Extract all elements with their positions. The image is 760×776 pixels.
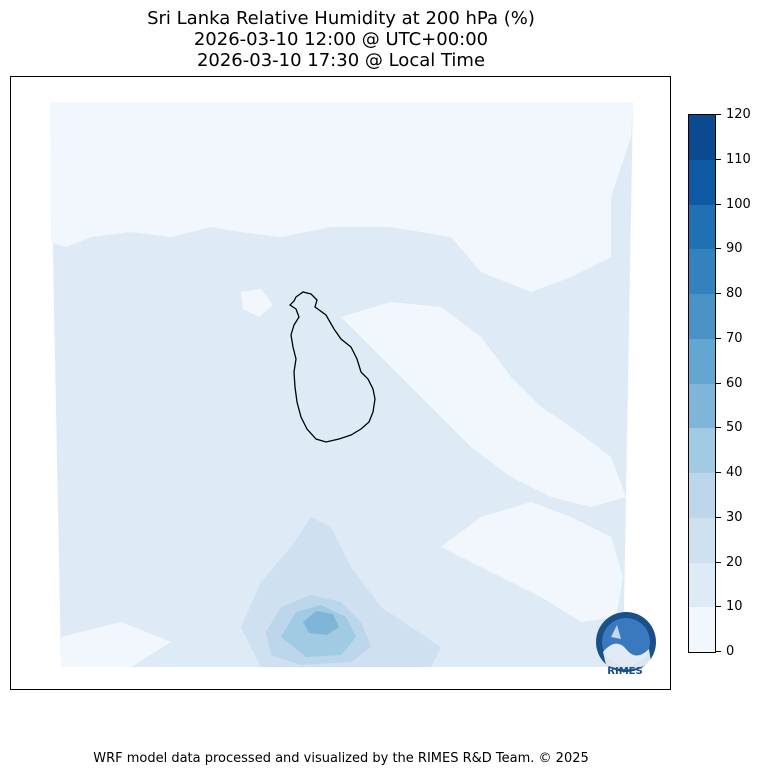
- title-line-utc-time: 2026-03-10 12:00 @ UTC+00:00: [193, 29, 489, 50]
- humidity-field-50-60: [303, 611, 339, 635]
- colorbar-tick: 40: [716, 466, 756, 480]
- humidity-field-0-10-north-blob: [121, 142, 171, 172]
- colorbar-tick-mark: [716, 337, 721, 339]
- colorbar-tick-mark: [716, 427, 721, 429]
- colorbar-segment: [689, 249, 715, 294]
- colorbar-tick: 10: [716, 600, 756, 614]
- colorbar-tick-label: 20: [726, 554, 743, 570]
- colorbar-tick: 90: [716, 242, 756, 256]
- humidity-field-20-30-east: [401, 645, 421, 657]
- colorbar-tick-label: 0: [726, 644, 735, 659]
- colorbar-tick: 80: [716, 287, 756, 301]
- colorbar-tick-label: 30: [726, 509, 743, 525]
- colorbar-tick-mark: [716, 472, 721, 473]
- colorbar-tick-mark: [716, 203, 721, 205]
- colorbar-segment: [689, 428, 715, 473]
- colorbar-tick: 30: [716, 509, 756, 525]
- colorbar-tick-label: 50: [726, 420, 743, 436]
- colorbar-tick: 0: [716, 645, 756, 659]
- colorbar: [688, 114, 716, 653]
- humidity-field-0-10-north: [50, 102, 633, 292]
- colorbar-segment: [689, 607, 715, 652]
- colorbar-tick: 100: [716, 196, 756, 212]
- humidity-field-0-10-small: [241, 289, 273, 317]
- colorbar-segment: [689, 159, 715, 205]
- colorbar-tick-label: 10: [726, 599, 743, 615]
- colorbar-segment: [689, 517, 715, 563]
- colorbar-tick-mark: [716, 516, 721, 518]
- colorbar-segment: [689, 294, 715, 339]
- colorbar-tick-label: 80: [726, 286, 743, 301]
- title-line-variable: Sri Lanka Relative Humidity at 200 hPa (…: [147, 8, 535, 29]
- colorbar-tick-mark: [716, 382, 721, 384]
- title-line-local-time: 2026-03-10 17:30 @ Local Time: [196, 50, 486, 71]
- colorbar-tick-label: 90: [726, 241, 743, 257]
- colorbar-segment: [689, 473, 715, 518]
- colorbar-tick: 110: [716, 151, 756, 167]
- footer-credit: WRF model data processed and visualized …: [93, 751, 589, 766]
- colorbar-tick-label: 60: [726, 375, 743, 391]
- colorbar-segment: [689, 562, 715, 608]
- colorbar-tick: 50: [716, 421, 756, 435]
- colorbar-tick-mark: [716, 158, 721, 160]
- sri-lanka-coastline: [288, 291, 376, 443]
- rimes-logo-box: RIMES: [592, 610, 658, 680]
- colorbar-tick-label: 40: [726, 465, 743, 480]
- colorbar-segment: [689, 115, 715, 160]
- colorbar-segment: [689, 204, 715, 250]
- colorbar-tick: 20: [716, 554, 756, 570]
- colorbar-tick-label: 100: [726, 196, 751, 212]
- colorbar-tick-mark: [716, 293, 721, 294]
- colorbar-tick-mark: [716, 651, 721, 652]
- map-panel[interactable]: [10, 76, 671, 690]
- colorbar-tick-label: 120: [726, 107, 751, 122]
- colorbar-segment: [689, 338, 715, 384]
- humidity-field-0-10-west: [56, 162, 131, 197]
- map-title: Sri Lanka Relative Humidity at 200 hPa (…: [0, 8, 682, 71]
- colorbar-tick: 120: [716, 108, 756, 122]
- colorbar-tick: 60: [716, 375, 756, 391]
- humidity-map: [50, 102, 656, 672]
- colorbar-tick-mark: [716, 606, 721, 608]
- humidity-field-0-10-east: [341, 302, 626, 507]
- colorbar-tick-label: 70: [726, 330, 743, 346]
- rimes-logo: [596, 612, 656, 672]
- humidity-field-0-10-southeast: [441, 502, 623, 622]
- colorbar-segment: [689, 383, 715, 429]
- colorbar-tick-label: 110: [726, 151, 751, 167]
- rimes-logo-text: RIMES: [607, 666, 643, 677]
- colorbar-tick-mark: [716, 114, 721, 115]
- colorbar-tick-mark: [716, 248, 721, 250]
- colorbar-tick-mark: [716, 561, 721, 563]
- humidity-field-0-10-bottom: [61, 622, 171, 667]
- colorbar-tick: 70: [716, 330, 756, 346]
